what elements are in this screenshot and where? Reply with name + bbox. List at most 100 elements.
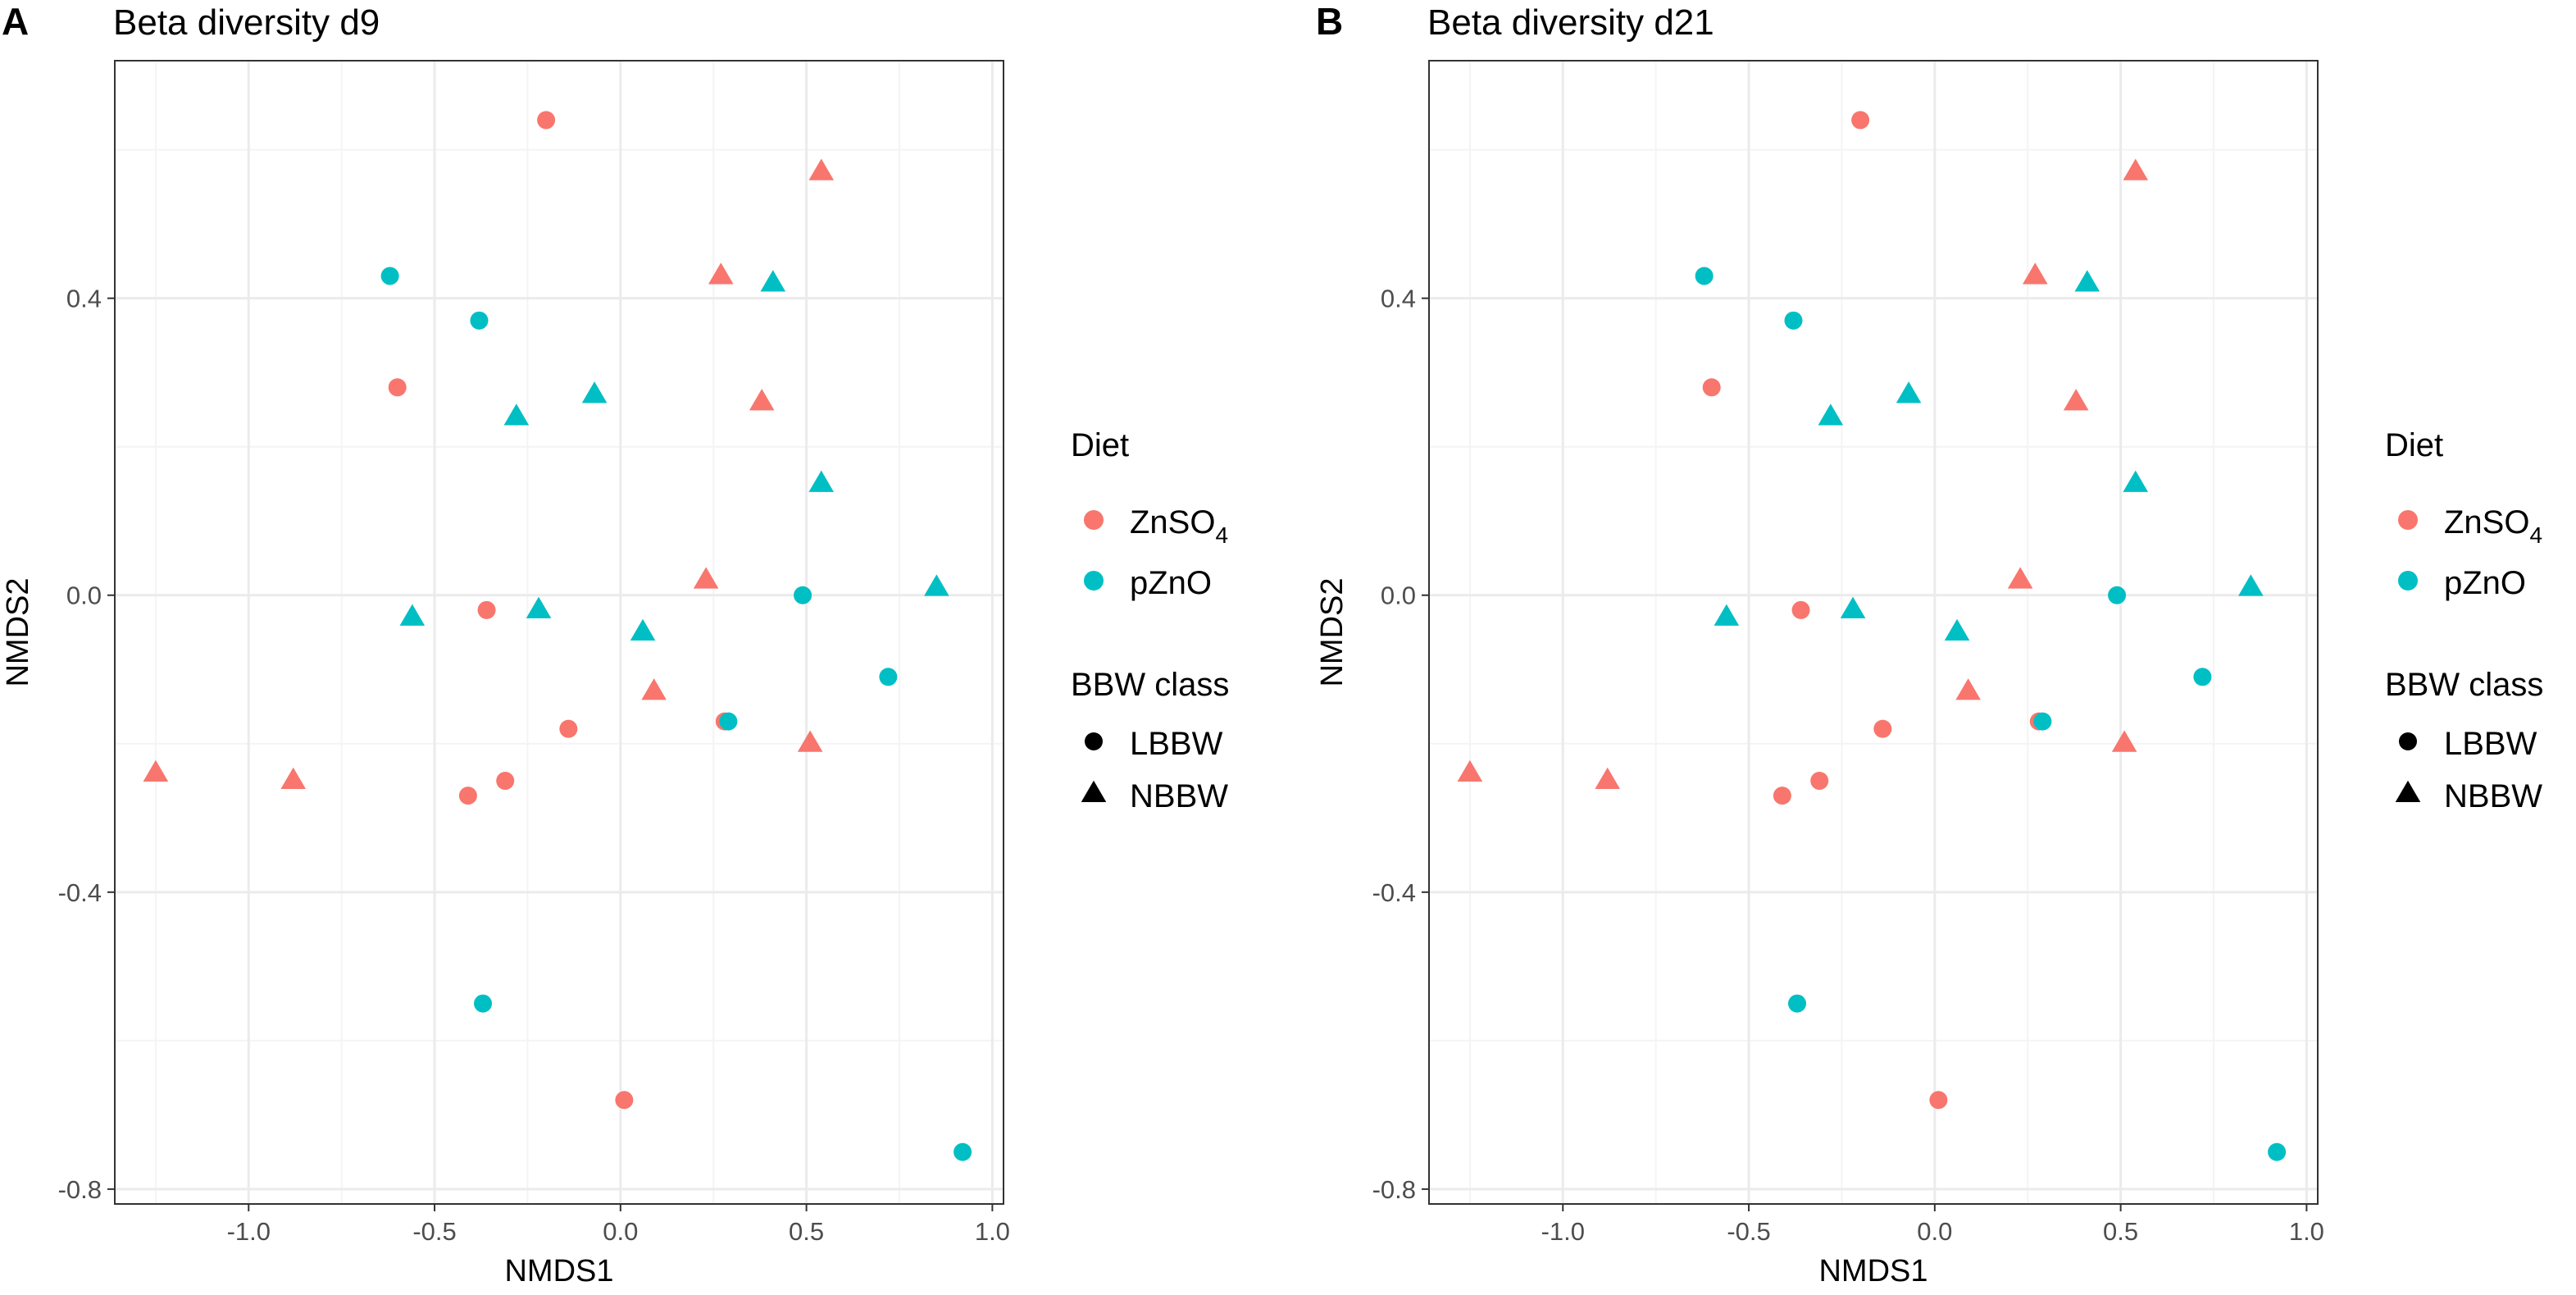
x-tick-label: 0.0 (1917, 1217, 1952, 1246)
y-tick-label: -0.4 (58, 878, 102, 907)
x-tick-label: 0.5 (789, 1217, 824, 1246)
point-pzno-nbbw (1944, 618, 1970, 641)
y-tick-label: 0.0 (66, 581, 102, 610)
chart-title: Beta diversity d21 (1427, 2, 1714, 43)
y-tick-label: -0.4 (1372, 878, 1416, 907)
legend-class-key (1081, 780, 1107, 802)
x-tick-label: -0.5 (412, 1217, 456, 1246)
legend-class-label: LBBW (2444, 726, 2537, 762)
point-pzno-nbbw (924, 574, 949, 596)
legend-diet-label: ZnSO4 (2444, 504, 2542, 548)
point-znso4-nbbw (2123, 158, 2149, 180)
point-znso4-nbbw (693, 567, 719, 589)
panel-a: A Beta diversity d9 -1.0 -0.5 0.0 0.5 1.0 -0.8 -… (1, 0, 1229, 1288)
point-pzno-lbbw (1788, 994, 1807, 1013)
point-znso4-lbbw (388, 378, 407, 397)
legend-diet-label-text: ZnSO (2444, 504, 2529, 540)
panel-border (1428, 60, 2319, 1205)
point-pzno-nbbw (1818, 404, 1844, 426)
point-znso4-nbbw (2063, 389, 2089, 411)
point-pzno-nbbw (503, 404, 530, 426)
point-pzno-nbbw (581, 381, 608, 404)
points (1457, 111, 2287, 1161)
point-pzno-lbbw (1695, 267, 1714, 285)
legend-class-title: BBW class (1071, 667, 1229, 703)
panel-letter: A (2, 0, 29, 43)
point-znso4-nbbw (143, 759, 169, 782)
point-pzno-nbbw (808, 470, 835, 492)
point-znso4-nbbw (280, 767, 307, 790)
legend-diet-label: pZnO (1130, 565, 1212, 601)
point-znso4-lbbw (537, 111, 556, 130)
panel-b: B Beta diversity d21 -1.0 -0.5 0.0 0.5 1.0 -0.8… (1315, 0, 2543, 1288)
legend-class-label: LBBW (1130, 726, 1223, 762)
point-znso4-lbbw (496, 772, 515, 791)
legend-class-key (2395, 780, 2421, 802)
point-pzno-lbbw (719, 712, 738, 731)
legend-diet-key (1084, 510, 1104, 530)
point-pzno-nbbw (1896, 381, 1922, 404)
x-tick-label: 0.0 (603, 1217, 638, 1246)
y-tick-label: 0.4 (66, 285, 102, 313)
point-pzno-nbbw (2238, 574, 2264, 596)
y-tick-label: 0.4 (1381, 285, 1416, 313)
point-znso4-lbbw (1929, 1091, 1948, 1110)
point-znso4-lbbw (559, 719, 578, 738)
point-pzno-lbbw (794, 586, 812, 604)
point-pzno-lbbw (474, 994, 493, 1013)
point-znso4-lbbw (1773, 787, 1791, 805)
x-tick-label: -1.0 (227, 1217, 271, 1246)
point-znso4-nbbw (1457, 759, 1483, 782)
legend-diet-key (2398, 510, 2418, 530)
grid (1429, 61, 2318, 1204)
plot-background (115, 61, 1004, 1204)
point-pzno-lbbw (953, 1142, 972, 1161)
point-pzno-nbbw (630, 618, 656, 641)
point-znso4-lbbw (1873, 719, 1892, 738)
chart-title: Beta diversity d9 (113, 2, 380, 43)
point-znso4-lbbw (458, 787, 477, 805)
x-axis-title: NMDS1 (504, 1254, 613, 1288)
plot-background (1429, 61, 2318, 1204)
legend-class-title: BBW class (2385, 667, 2543, 703)
point-znso4-nbbw (808, 158, 835, 180)
legend-diet-label: pZnO (2444, 565, 2526, 601)
point-pzno-nbbw (2074, 270, 2100, 292)
point-pzno-nbbw (526, 596, 552, 618)
point-pzno-nbbw (2123, 470, 2149, 492)
legend-diet-label-text: pZnO (2444, 565, 2526, 601)
point-pzno-lbbw (380, 267, 399, 285)
x-tick-label: 1.0 (2289, 1217, 2324, 1246)
point-znso4-lbbw (477, 600, 496, 619)
x-tick-label: -0.5 (1727, 1217, 1770, 1246)
y-axis-title: NMDS2 (1315, 577, 1349, 686)
point-pzno-nbbw (1714, 604, 1740, 626)
point-znso4-nbbw (708, 262, 734, 285)
point-pzno-lbbw (2193, 668, 2212, 686)
grid (115, 61, 1004, 1204)
x-tick-label: 0.5 (2103, 1217, 2138, 1246)
x-tick-label: 1.0 (975, 1217, 1010, 1246)
y-tick-label: -0.8 (58, 1175, 102, 1204)
legend-diet-title: Diet (1071, 427, 1129, 463)
legend-diet-label-text: ZnSO (1130, 504, 1215, 540)
y-tick-label: 0.0 (1381, 581, 1416, 610)
x-tick-label: -1.0 (1541, 1217, 1585, 1246)
x-axis-title: NMDS1 (1818, 1254, 1927, 1288)
point-znso4-nbbw (2007, 567, 2033, 589)
point-znso4-nbbw (1595, 767, 1621, 790)
point-znso4-lbbw (1791, 600, 1810, 619)
point-znso4-lbbw (1702, 378, 1721, 397)
point-pzno-lbbw (1784, 311, 1803, 330)
y-axis-title: NMDS2 (1, 577, 35, 686)
legend-diet-key (1084, 571, 1104, 591)
point-znso4-nbbw (797, 730, 823, 752)
legend-diet-label: ZnSO4 (1130, 504, 1228, 548)
point-pzno-nbbw (1840, 596, 1866, 618)
y-tick-label: -0.8 (1372, 1175, 1416, 1204)
point-znso4-lbbw (1810, 772, 1829, 791)
